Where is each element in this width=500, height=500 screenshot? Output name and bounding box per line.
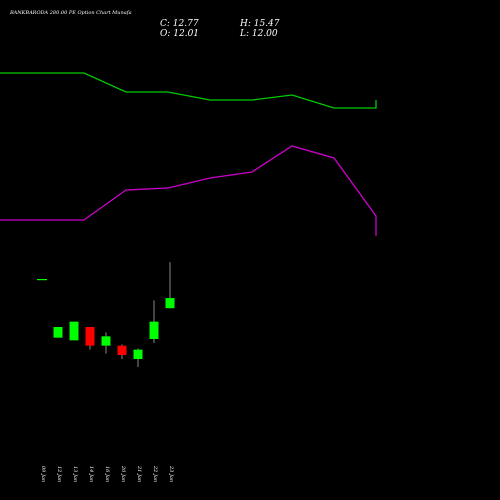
x-tick-label: 23 Jan — [168, 465, 174, 482]
candle-body — [53, 327, 63, 338]
x-tick-label: 22 Jan — [152, 465, 158, 482]
high-label: H: 15.47 — [240, 19, 280, 29]
x-tick-label: 20 Jan — [120, 465, 126, 482]
x-tick-label: 12 Jan — [56, 466, 62, 482]
upper-band-line — [0, 72, 377, 109]
x-tick-label: 13 Jan — [72, 466, 78, 482]
candle-body — [69, 321, 79, 341]
candle-body — [133, 349, 143, 359]
candle-body — [85, 327, 95, 346]
low-label: L: 12.00 — [240, 29, 278, 39]
x-tick-label: 14 Jan — [88, 466, 94, 482]
chart-title: BANKBARODA 280.00 PE Option Chart Munafa — [10, 10, 132, 16]
candle-body — [149, 321, 159, 339]
candle-body — [101, 336, 111, 346]
x-tick-label: 09 Jan — [40, 466, 46, 482]
x-tick-label: 21 Jan — [136, 465, 142, 482]
x-tick-label: 16 Jan — [104, 466, 110, 482]
candle-body — [117, 345, 127, 355]
close-label: C: 12.77 — [160, 19, 199, 29]
lower-band-line — [0, 145, 377, 236]
candle-body — [165, 298, 175, 309]
open-label: O: 12.01 — [160, 29, 200, 39]
candle-body — [37, 279, 47, 281]
